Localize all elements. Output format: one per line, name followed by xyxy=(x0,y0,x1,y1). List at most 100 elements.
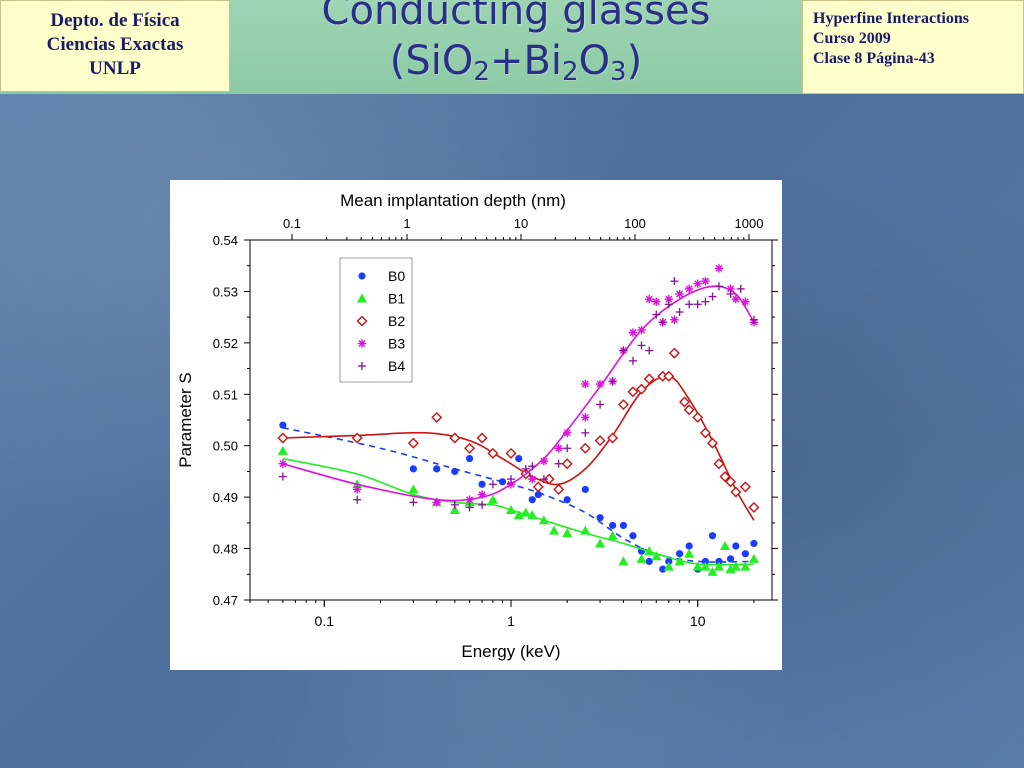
data-point xyxy=(683,404,695,416)
data-point xyxy=(740,561,751,571)
data-point xyxy=(750,539,758,548)
x-tick-label: 1 xyxy=(507,613,515,629)
legend: B0 B1 B2 B3 B4 xyxy=(339,257,413,383)
data-point xyxy=(652,297,661,306)
data-point xyxy=(676,550,684,558)
data-point xyxy=(659,565,667,573)
data-point xyxy=(478,480,486,488)
y-tick-label: 0.51 xyxy=(213,387,238,402)
data-point xyxy=(749,315,758,324)
x-top-tick-label: 1 xyxy=(403,216,410,231)
data-point xyxy=(675,308,684,316)
data-point xyxy=(708,292,717,301)
data-point xyxy=(554,459,563,468)
data-point xyxy=(465,495,474,504)
data-point xyxy=(465,503,474,512)
data-point xyxy=(748,501,760,513)
data-point xyxy=(658,318,667,327)
slide-title-line-1: Conducting glasses xyxy=(321,0,711,34)
legend-label-b1: B1 xyxy=(388,291,405,307)
data-point xyxy=(679,396,691,408)
data-point xyxy=(520,507,531,517)
y-tick-label: 0.53 xyxy=(213,284,238,299)
data-point xyxy=(539,475,548,484)
data-point xyxy=(498,478,507,486)
data-point xyxy=(543,473,555,485)
data-point xyxy=(449,432,461,444)
y-tick-label: 0.52 xyxy=(213,336,238,351)
data-point xyxy=(608,377,617,386)
department-box: Depto. de Física Ciencias Exactas UNLP xyxy=(0,0,230,92)
data-point xyxy=(521,464,530,473)
data-point xyxy=(534,490,542,499)
course-line-3: Clase 8 Página-43 xyxy=(813,50,935,67)
y-tick-label: 0.54 xyxy=(213,233,238,248)
data-point xyxy=(596,514,604,522)
fit-line-b0 xyxy=(282,426,754,563)
data-point xyxy=(352,485,362,494)
x-top-tick-label: 10 xyxy=(514,216,528,231)
slide-title: Conducting glasses (SiO2+Bi2O3) xyxy=(230,0,802,97)
data-point xyxy=(513,510,524,520)
data-point xyxy=(579,442,591,454)
data-point xyxy=(628,356,637,365)
data-point xyxy=(278,472,287,481)
data-point xyxy=(700,561,711,571)
data-point xyxy=(701,297,710,306)
data-point xyxy=(629,532,637,540)
course-line-1: Hyperfine Interactions xyxy=(813,10,969,27)
data-point xyxy=(528,496,536,504)
data-point xyxy=(730,486,742,498)
course-box: Hyperfine Interactions Curso 2009 Clase … xyxy=(802,0,1024,94)
data-point xyxy=(663,370,675,382)
data-point xyxy=(619,521,628,530)
data-point xyxy=(353,495,362,504)
data-point xyxy=(476,432,488,444)
y-tick-label: 0.50 xyxy=(213,439,238,454)
data-point xyxy=(608,521,617,530)
data-point xyxy=(539,456,549,466)
data-point xyxy=(409,498,418,507)
x-axis-label: Energy (keV) xyxy=(461,642,560,661)
data-point xyxy=(617,399,629,411)
data-point xyxy=(595,538,606,548)
data-point xyxy=(580,525,591,535)
data-point xyxy=(668,347,680,359)
data-point xyxy=(726,555,735,563)
data-point xyxy=(594,435,606,447)
data-point xyxy=(725,476,737,488)
data-point xyxy=(699,427,711,439)
data-point xyxy=(488,480,497,489)
data-point xyxy=(561,458,573,470)
series-b3 xyxy=(278,264,759,507)
data-point xyxy=(607,432,619,444)
data-point xyxy=(726,290,735,298)
data-point xyxy=(618,556,629,566)
data-point xyxy=(701,557,710,566)
data-point xyxy=(675,289,684,299)
legend-label-b0: B0 xyxy=(388,268,405,284)
data-point xyxy=(714,264,724,273)
data-point xyxy=(713,561,724,571)
data-point xyxy=(449,505,460,514)
data-point xyxy=(465,454,474,463)
data-point xyxy=(664,300,673,309)
data-point xyxy=(581,379,590,389)
data-point xyxy=(645,294,654,304)
fit-line-b2 xyxy=(282,375,755,521)
data-point xyxy=(692,411,704,423)
data-point xyxy=(515,454,523,463)
y-axis-label: Parameter S xyxy=(176,372,195,467)
data-point xyxy=(636,383,647,395)
data-point xyxy=(644,546,655,556)
data-point xyxy=(714,282,723,291)
data-point xyxy=(408,484,419,494)
data-point xyxy=(636,553,647,563)
legend-marker-b4 xyxy=(358,362,366,370)
data-point xyxy=(607,530,618,540)
data-point xyxy=(432,498,441,507)
data-point xyxy=(748,553,759,563)
data-point xyxy=(730,561,741,571)
data-point xyxy=(277,445,288,455)
